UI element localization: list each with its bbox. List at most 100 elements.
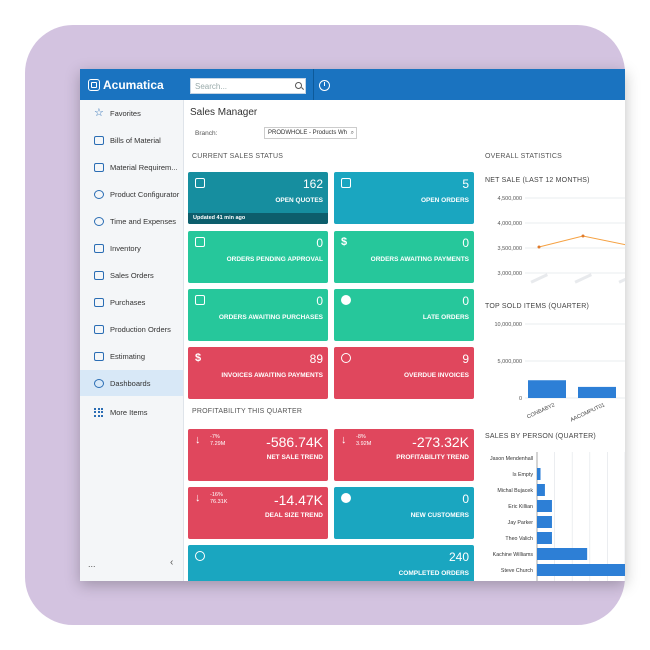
tile-label: NET SALE TREND bbox=[266, 454, 323, 461]
truck-icon bbox=[94, 243, 104, 253]
tile-orders-pending-approval[interactable]: 0 ORDERS PENDING APPROVAL bbox=[188, 231, 328, 283]
tile-label: ORDERS PENDING APPROVAL bbox=[226, 256, 323, 263]
handshake-icon bbox=[195, 237, 205, 247]
trend-percent: -8% bbox=[356, 434, 366, 440]
tile-orders-awaiting-payments[interactable]: $ 0 ORDERS AWAITING PAYMENTS bbox=[334, 231, 474, 283]
brand-name: Acumatica bbox=[103, 77, 164, 92]
arrow-down-icon: ↓ bbox=[195, 434, 201, 446]
y-tick-label: Is Empty bbox=[512, 472, 533, 478]
tile-value: 89 bbox=[309, 352, 323, 366]
tile-value: -14.47K bbox=[273, 492, 323, 508]
tile-label: DEAL SIZE TREND bbox=[264, 512, 323, 519]
tile-label: COMPLETED ORDERS bbox=[398, 570, 469, 577]
sidebar-item-time-and-expenses[interactable]: Time and Expenses bbox=[80, 208, 183, 234]
tile-label: NEW CUSTOMERS bbox=[410, 512, 469, 519]
trend-percent: -7% bbox=[210, 434, 220, 440]
x-tick-label: AACOMPUT01 bbox=[570, 402, 606, 423]
cart-icon bbox=[94, 162, 104, 172]
bar bbox=[528, 380, 566, 398]
tile-value: 0 bbox=[316, 294, 323, 308]
sidebar-item-label: Material Requirem... bbox=[110, 162, 178, 172]
edit-icon bbox=[94, 270, 104, 280]
tile-value: 0 bbox=[462, 236, 469, 250]
tile-late-orders[interactable]: 0 LATE ORDERS bbox=[334, 289, 474, 341]
search-input[interactable] bbox=[190, 78, 306, 94]
data-point bbox=[537, 245, 541, 249]
tile-value: 0 bbox=[462, 294, 469, 308]
sidebar-item-bills-of-material[interactable]: Bills of Material bbox=[80, 127, 183, 153]
sidebar-item-label: More Items bbox=[110, 407, 148, 417]
sidebar-item-product-configurator[interactable]: Product Configurator bbox=[80, 181, 183, 207]
bar bbox=[578, 386, 616, 398]
series-line bbox=[538, 235, 625, 248]
trend-previous: 76.31K bbox=[210, 499, 228, 505]
tile-label: OVERDUE INVOICES bbox=[403, 372, 469, 379]
tile-value: 9 bbox=[462, 352, 469, 366]
tile-net-sale-trend[interactable]: ↓ -7% 7.29M -586.74K NET SALE TREND bbox=[188, 429, 328, 481]
cart-icon bbox=[94, 297, 104, 307]
sidebar-item-inventory[interactable]: Inventory bbox=[80, 235, 183, 261]
tile-overdue-invoices[interactable]: 9 OVERDUE INVOICES bbox=[334, 347, 474, 399]
y-tick-label: Theo Valich bbox=[505, 536, 533, 542]
y-tick-label: 3,000,000 bbox=[498, 271, 522, 277]
sidebar-item-production-orders[interactable]: Production Orders bbox=[80, 316, 183, 342]
x-tick-label bbox=[618, 273, 625, 284]
section-profitability: PROFITABILITY THIS QUARTER bbox=[192, 408, 303, 415]
sidebar-item-label: Time and Expenses bbox=[110, 216, 177, 226]
branch-selector[interactable]: PRODWHOLE - Products Wh ⌕ bbox=[264, 127, 357, 139]
users-icon bbox=[341, 493, 351, 503]
tile-invoices-awaiting-payments[interactable]: $ 89 INVOICES AWAITING PAYMENTS bbox=[188, 347, 328, 399]
section-current-sales-status: CURRENT SALES STATUS bbox=[192, 153, 284, 160]
logo[interactable]: Acumatica bbox=[88, 69, 182, 100]
tile-open-orders[interactable]: 5 OPEN ORDERS bbox=[334, 172, 474, 224]
history-icon[interactable] bbox=[319, 80, 330, 91]
tile-orders-awaiting-purchases[interactable]: 0 ORDERS AWAITING PURCHASES bbox=[188, 289, 328, 341]
sidebar-footer-dots[interactable]: ... bbox=[88, 559, 96, 569]
tile-label: OPEN QUOTES bbox=[275, 197, 323, 204]
tile-deal-size-trend[interactable]: ↓ -16% 76.31K -14.47K DEAL SIZE TREND bbox=[188, 487, 328, 539]
tile-profitability-trend[interactable]: ↓ -8% 3.92M -273.32K PROFITABILITY TREND bbox=[334, 429, 474, 481]
tile-value: 0 bbox=[316, 236, 323, 250]
sidebar-item-favorites[interactable]: ☆ Favorites bbox=[80, 100, 183, 126]
data-point bbox=[581, 234, 585, 238]
acumatica-logo-icon bbox=[88, 78, 100, 91]
sidebar-item-label: Product Configurator bbox=[110, 189, 180, 199]
bar bbox=[537, 484, 545, 496]
sidebar-item-sales-orders[interactable]: Sales Orders bbox=[80, 262, 183, 288]
y-tick-label: Jay Parker bbox=[508, 520, 534, 526]
tile-open-quotes[interactable]: 162 OPEN QUOTES Updated 41 min ago bbox=[188, 172, 328, 224]
tile-label: PROFITABILITY TREND bbox=[396, 454, 469, 461]
topbar-divider bbox=[313, 69, 314, 100]
y-tick-label: Eric Killian bbox=[508, 504, 533, 510]
tile-new-customers[interactable]: 0 NEW CUSTOMERS bbox=[334, 487, 474, 539]
sidebar-item-label: Sales Orders bbox=[110, 270, 154, 280]
updated-status: Updated 41 min ago bbox=[188, 213, 328, 224]
sidebar-item-estimating[interactable]: Estimating bbox=[80, 343, 183, 369]
chart-title-top-sold: TOP SOLD ITEMS (QUARTER) bbox=[485, 303, 589, 310]
lookup-icon: ⌕ bbox=[350, 130, 354, 136]
tile-label: OPEN ORDERS bbox=[420, 197, 469, 204]
wrench-icon bbox=[94, 189, 104, 199]
sidebar-item-label: Purchases bbox=[110, 297, 146, 307]
sidebar-item-dashboards[interactable]: Dashboards bbox=[80, 370, 183, 396]
trend-previous: 3.92M bbox=[356, 441, 372, 447]
alarm-clock-icon bbox=[341, 353, 351, 363]
search-icon[interactable] bbox=[295, 82, 302, 89]
sidebar-item-more-items[interactable]: More Items bbox=[80, 399, 183, 425]
top-bar: Acumatica bbox=[80, 69, 625, 100]
tile-value: 162 bbox=[302, 177, 323, 191]
tile-completed-orders[interactable]: 240 COMPLETED ORDERS bbox=[188, 545, 474, 581]
bar bbox=[537, 500, 552, 512]
tile-label: LATE ORDERS bbox=[422, 314, 469, 321]
grid-icon bbox=[94, 407, 104, 417]
collapse-sidebar-button[interactable]: ‹ bbox=[170, 557, 174, 568]
arrow-down-icon: ↓ bbox=[341, 434, 347, 446]
sidebar-item-material-requirements[interactable]: Material Requirem... bbox=[80, 154, 183, 180]
y-tick-label: 4,500,000 bbox=[498, 196, 522, 202]
main-content: Sales Manager Branch: PRODWHOLE - Produc… bbox=[184, 100, 625, 581]
dollar-icon: $ bbox=[195, 352, 202, 364]
sidebar-item-purchases[interactable]: Purchases bbox=[80, 289, 183, 315]
section-overall-statistics: OVERALL STATISTICS bbox=[485, 153, 562, 160]
gauge-icon bbox=[94, 378, 104, 388]
sidebar-item-label: Favorites bbox=[110, 108, 141, 118]
